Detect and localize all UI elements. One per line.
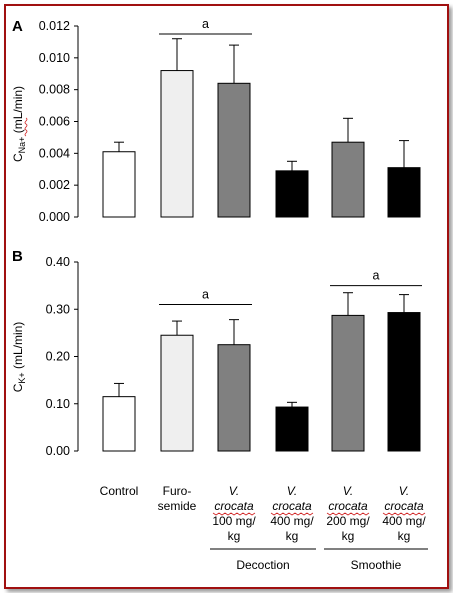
spellcheck-squiggle bbox=[24, 117, 28, 137]
panel-b: B 0.00 0.10 0.20 0.30 0.40 CK+ (mL/min) a a bbox=[11, 248, 422, 458]
significance-label: a bbox=[202, 288, 209, 302]
bar bbox=[217, 82, 251, 218]
y-tick-label: 0.006 bbox=[39, 115, 70, 129]
group-label: Decoction bbox=[236, 558, 289, 572]
y-tick-label: 0.00 bbox=[46, 444, 70, 458]
category-label: V. crocata 100 mg/kg bbox=[212, 484, 256, 543]
panel-letter: B bbox=[12, 248, 23, 265]
spellcheck-squiggle bbox=[326, 512, 370, 516]
y-axis-title: CNa+ (mL/min) bbox=[11, 86, 27, 162]
bar bbox=[160, 70, 194, 218]
bar bbox=[387, 167, 421, 218]
significance-label: a bbox=[202, 17, 209, 31]
bar bbox=[331, 141, 365, 218]
spellcheck-squiggle bbox=[212, 512, 256, 516]
y-tick-label: 0.008 bbox=[39, 83, 70, 97]
bar bbox=[102, 151, 136, 218]
bar bbox=[160, 334, 194, 452]
category-label: V. crocata 400 mg/kg bbox=[382, 484, 426, 543]
category-label: V. crocata 200 mg/kg bbox=[326, 484, 370, 543]
y-tick-label: 0.010 bbox=[39, 51, 70, 65]
bar bbox=[275, 170, 309, 218]
spellcheck-squiggle bbox=[270, 512, 314, 516]
category-label: Furo-semide bbox=[158, 484, 197, 513]
panel-a: A 0.000 0.002 0.004 0.006 0.008 0.010 0.012 CNa+… bbox=[11, 17, 421, 224]
category-label: V. crocata 400 mg/kg bbox=[270, 484, 314, 543]
bar bbox=[387, 312, 421, 452]
y-tick-label: 0.20 bbox=[46, 350, 70, 364]
panel-letter: A bbox=[12, 18, 23, 35]
y-tick-label: 0.004 bbox=[39, 146, 70, 160]
y-tick-label: 0.002 bbox=[39, 178, 70, 192]
category-label: Control bbox=[100, 484, 139, 498]
bar bbox=[275, 406, 309, 452]
y-tick-label: 0.30 bbox=[46, 302, 70, 316]
y-tick-label: 0.10 bbox=[46, 397, 70, 411]
y-tick-label: 0.012 bbox=[39, 19, 70, 33]
group-label: Smoothie bbox=[351, 558, 402, 572]
y-axis-title: CK+ (mL/min) bbox=[11, 322, 27, 393]
y-tick-label: 0.000 bbox=[39, 210, 70, 224]
spellcheck-squiggle bbox=[382, 512, 426, 516]
bar bbox=[331, 314, 365, 452]
significance-label: a bbox=[373, 269, 380, 283]
category-labels: Control Furo-semide V. crocata 100 mg/kg V. cr… bbox=[100, 484, 428, 572]
bar bbox=[217, 344, 251, 452]
bar bbox=[102, 396, 136, 452]
y-tick-label: 0.40 bbox=[46, 255, 70, 269]
